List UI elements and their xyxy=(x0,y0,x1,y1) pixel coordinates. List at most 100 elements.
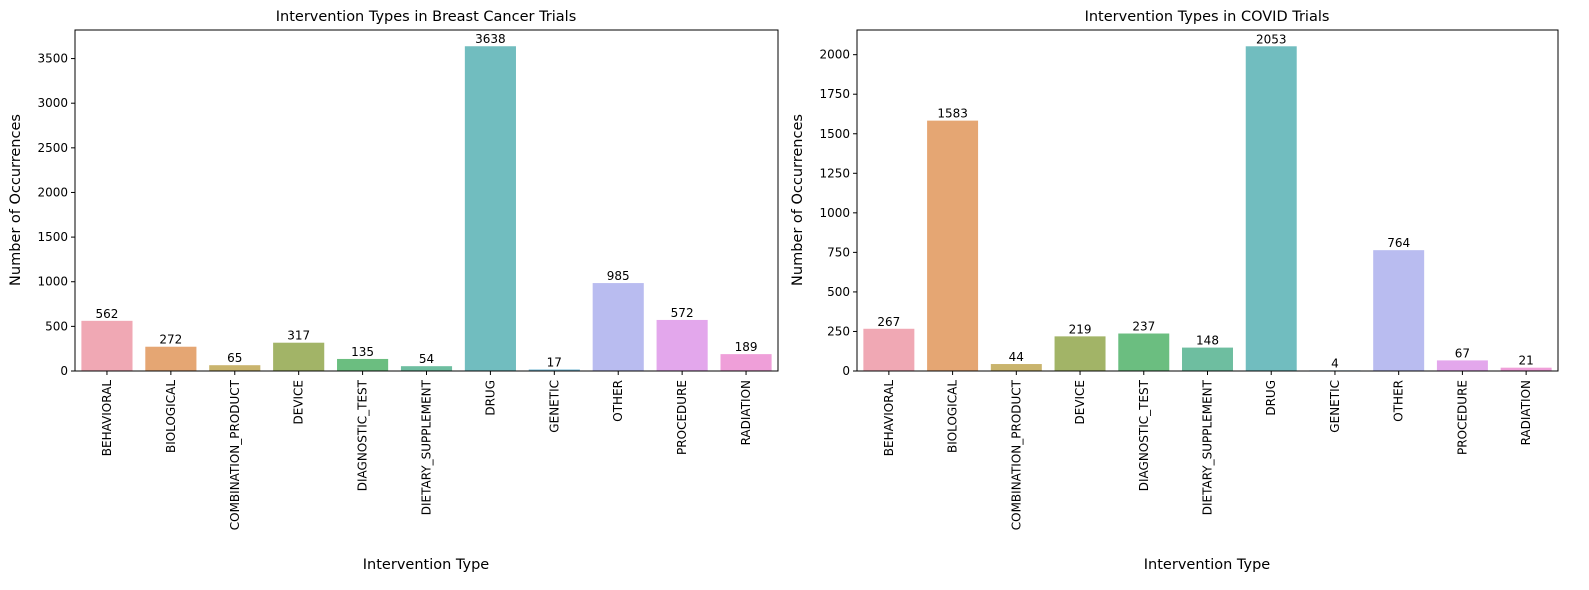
y-tick-label: 1750 xyxy=(819,87,850,101)
y-tick-label: 750 xyxy=(827,245,850,259)
y-axis-label: Number of Occurrences xyxy=(790,114,806,286)
bar-device xyxy=(273,342,325,371)
x-tick-label: GENETIC xyxy=(1328,380,1342,433)
bar-other xyxy=(1373,250,1425,371)
bar-group xyxy=(81,46,772,372)
bar-behavioral xyxy=(81,320,133,371)
bar-value-label: 54 xyxy=(419,352,434,366)
bar-dietary-supplement xyxy=(400,366,453,371)
bar-biological xyxy=(927,120,979,371)
plot-frame xyxy=(856,29,1559,372)
bar-group xyxy=(863,46,1552,371)
bar-diagnostic-test xyxy=(337,358,389,371)
x-tick-label: RADIATION xyxy=(1519,380,1533,445)
y-tick-label: 0 xyxy=(60,364,68,378)
bar-radiation xyxy=(1500,367,1552,371)
bar-value-label: 267 xyxy=(877,315,900,329)
bar-dietary-supplement xyxy=(1182,347,1233,371)
bar-procedure xyxy=(656,319,708,371)
x-axis-label: Intervention Type xyxy=(1144,557,1270,573)
x-axis-ticks: BEHAVIORAL BIOLOGICAL COMBINATION_PRODUCT D… xyxy=(882,371,1533,530)
x-tick-label: DIETARY_SUPPLEMENT xyxy=(420,379,434,515)
y-tick-label: 1500 xyxy=(819,127,850,141)
chart-title: Intervention Types in Breast Cancer Tria… xyxy=(276,9,577,25)
x-tick-label: DIAGNOSTIC_TEST xyxy=(1137,379,1151,491)
bar-value-label: 4 xyxy=(1331,356,1339,370)
bar-drug xyxy=(1245,46,1297,371)
x-tick-label: OTHER xyxy=(1392,380,1406,422)
y-tick-label: 3000 xyxy=(37,96,68,110)
x-tick-label: DIAGNOSTIC_TEST xyxy=(356,379,370,491)
bar-value-label: 67 xyxy=(1455,346,1470,360)
bar-behavioral xyxy=(863,328,915,371)
x-tick-label: BIOLOGICAL xyxy=(164,380,178,453)
x-tick-label: COMBINATION_PRODUCT xyxy=(1009,379,1023,530)
bar-value-label: 317 xyxy=(287,329,310,343)
bar-diagnostic-test xyxy=(1118,333,1170,371)
bar-value-label: 148 xyxy=(1196,334,1219,348)
y-tick-label: 250 xyxy=(827,324,850,338)
bar-value-label: 44 xyxy=(1009,350,1024,364)
bar-value-label: 1583 xyxy=(937,107,968,121)
data-labels: 267 1583 44 219 237 148 2053 4 764 67 21 xyxy=(877,32,1533,370)
y-axis-ticks: 0 500 1000 1500 2000 2500 3000 3500 xyxy=(37,52,75,378)
bar-biological xyxy=(145,346,197,371)
bar-value-label: 985 xyxy=(607,269,630,283)
x-axis-ticks: BEHAVIORAL BIOLOGICAL COMBINATION_PRODUCT D… xyxy=(100,371,753,530)
covid-chart: Intervention Types in COVID Trials Inter… xyxy=(790,9,1559,573)
x-tick-label: GENETIC xyxy=(547,380,561,433)
x-tick-label: DRUG xyxy=(1264,380,1278,416)
bar-value-label: 17 xyxy=(547,355,562,369)
y-tick-label: 2500 xyxy=(37,141,68,155)
x-tick-label: DRUG xyxy=(483,380,497,416)
x-axis-label: Intervention Type xyxy=(363,557,489,573)
y-tick-label: 0 xyxy=(842,364,850,378)
bar-genetic xyxy=(528,369,580,371)
bar-value-label: 219 xyxy=(1069,322,1092,336)
y-tick-label: 1250 xyxy=(819,166,850,180)
y-axis-label: Number of Occurrences xyxy=(8,114,24,286)
bar-value-label: 2053 xyxy=(1256,32,1287,46)
data-labels: 562 272 65 317 135 54 3638 17 985 572 189 xyxy=(96,32,758,369)
x-tick-label: COMBINATION_PRODUCT xyxy=(228,379,242,530)
y-tick-label: 2000 xyxy=(819,48,850,62)
x-tick-label: DEVICE xyxy=(292,380,306,425)
bar-combination-product xyxy=(209,365,261,371)
y-tick-label: 3500 xyxy=(37,52,68,66)
bar-value-label: 3638 xyxy=(475,32,506,46)
x-tick-label: OTHER xyxy=(611,380,625,422)
breast-cancer-chart: Intervention Types in Breast Cancer Tria… xyxy=(8,9,779,573)
y-tick-label: 2000 xyxy=(37,185,68,199)
bar-device xyxy=(1054,336,1106,371)
bar-value-label: 572 xyxy=(671,306,694,320)
bar-combination-product xyxy=(990,364,1042,371)
bar-value-label: 272 xyxy=(159,333,182,347)
x-tick-label: BEHAVIORAL xyxy=(882,380,896,457)
bar-radiation xyxy=(720,354,772,371)
x-tick-label: PROCEDURE xyxy=(1455,380,1469,455)
bar-value-label: 562 xyxy=(96,307,119,321)
bar-value-label: 764 xyxy=(1387,236,1410,250)
bar-value-label: 21 xyxy=(1518,354,1533,368)
bar-value-label: 237 xyxy=(1132,320,1155,334)
x-tick-label: BIOLOGICAL xyxy=(946,380,960,453)
y-tick-label: 1500 xyxy=(37,230,68,244)
bar-procedure xyxy=(1436,360,1488,371)
x-tick-label: DEVICE xyxy=(1073,380,1087,425)
x-tick-label: RADIATION xyxy=(739,380,753,445)
plot-frame xyxy=(74,29,779,372)
bar-value-label: 189 xyxy=(735,340,758,354)
bar-other xyxy=(592,283,644,371)
chart-title: Intervention Types in COVID Trials xyxy=(1085,9,1330,25)
y-tick-label: 1000 xyxy=(37,275,68,289)
y-tick-label: 500 xyxy=(827,285,850,299)
bar-value-label: 135 xyxy=(351,345,374,359)
x-tick-label: BEHAVIORAL xyxy=(100,380,114,457)
bar-drug xyxy=(464,46,516,372)
bar-value-label: 65 xyxy=(227,351,242,365)
x-tick-label: DIETARY_SUPPLEMENT xyxy=(1201,379,1215,515)
y-tick-label: 1000 xyxy=(819,206,850,220)
x-tick-label: PROCEDURE xyxy=(675,380,689,455)
y-tick-label: 500 xyxy=(45,319,68,333)
